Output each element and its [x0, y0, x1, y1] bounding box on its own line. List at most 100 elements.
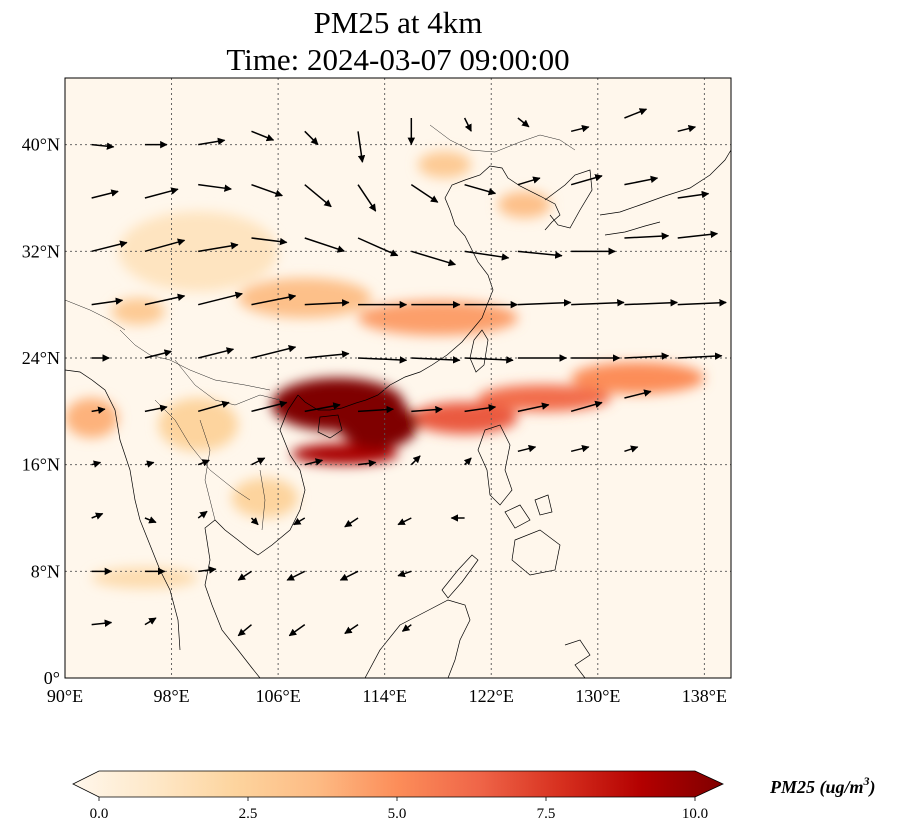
wind-vector-60	[91, 406, 106, 414]
wind-vector-10	[624, 108, 648, 119]
pm25-plume-15	[338, 400, 418, 449]
wind-vector-22	[624, 175, 659, 186]
x-tick-label: 114°E	[362, 686, 407, 706]
wind-vector-2	[198, 137, 226, 146]
pm25-field	[65, 151, 705, 589]
wind-vector-63	[251, 400, 288, 413]
x-axis-ticks: 90°E 98°E 106°E 114°E 122°E 130°E 138°E	[47, 686, 727, 706]
wind-vector-40	[304, 299, 350, 307]
wind-vector-21	[570, 174, 603, 186]
wind-vector-83	[144, 516, 157, 524]
pm25-plume-5	[417, 151, 472, 179]
coastline-indochina-gulf	[204, 519, 261, 678]
map-area	[64, 77, 732, 679]
wind-vector-67	[464, 404, 497, 413]
wind-vector-14	[198, 183, 232, 192]
wind-vector-0	[91, 142, 115, 150]
colorbar-tick-label: 10.0	[682, 806, 708, 822]
wind-vector-58	[624, 352, 670, 360]
y-tick-label: 40°N	[22, 135, 60, 155]
wind-vector-47	[677, 299, 727, 307]
wind-vector-59	[677, 352, 723, 360]
wind-vector-76	[357, 459, 377, 468]
coastline-korea	[544, 169, 593, 229]
pm25-plume-4	[111, 298, 165, 325]
wind-vector-66	[411, 405, 443, 414]
x-tick-label: 98°E	[153, 686, 189, 706]
pm25-plume-7	[497, 191, 552, 219]
wind-vector-8	[517, 117, 530, 128]
wind-vector-4	[304, 130, 319, 146]
coastline-palawan	[441, 554, 479, 599]
wind-vector-27	[251, 237, 288, 246]
colorbar-label: PM25 (ug/m3)	[769, 774, 876, 798]
wind-vector-44	[517, 299, 572, 307]
wind-vector-9	[570, 124, 590, 133]
border-north	[429, 124, 576, 153]
wind-vector-100	[288, 624, 306, 637]
wind-vector-68	[517, 402, 550, 413]
wind-vector-13	[144, 187, 179, 199]
wind-vector-92	[198, 566, 217, 574]
y-tick-label: 24°N	[22, 348, 60, 368]
pm25-plume-10	[571, 362, 705, 394]
wind-vector-28	[304, 237, 346, 253]
wind-vector-102	[401, 624, 412, 632]
wind-vector-86	[293, 517, 306, 526]
colorbar-label-prefix: PM25 (ug/m	[769, 777, 864, 798]
wind-vector-99	[237, 624, 252, 637]
wind-vector-31	[464, 250, 510, 261]
coastline-burma	[65, 369, 181, 651]
colorbar-body	[72, 770, 724, 798]
wind-vector-50	[198, 347, 235, 359]
wind-vector-79	[517, 444, 537, 453]
y-tick-label: 8°N	[31, 561, 60, 581]
pm25-plume-9	[358, 300, 518, 336]
wind-vector-72	[144, 460, 155, 468]
wind-vector-45	[571, 299, 625, 307]
wind-vector-51	[251, 344, 297, 359]
map-title-line2: Time: 2024-03-07 09:00:00	[226, 42, 569, 77]
coastline-luzon	[477, 424, 513, 506]
wind-vector-12	[91, 189, 119, 199]
wind-vector-80	[570, 444, 590, 453]
coastline-vietnam	[247, 394, 306, 556]
colorbar-tick-label: 7.5	[537, 806, 556, 822]
wind-vector-84	[197, 510, 208, 519]
pm25-plume-1	[91, 567, 199, 589]
wind-vector-46	[624, 299, 678, 307]
wind-vector-94	[286, 570, 306, 581]
coastline-bohai	[444, 165, 561, 237]
wind-vector-53	[358, 356, 408, 364]
wind-vectors	[91, 108, 727, 637]
wind-vector-101	[344, 624, 359, 635]
pm25-plume-2	[158, 398, 239, 452]
pm25-plume-8	[65, 398, 119, 438]
wind-vector-17	[357, 184, 377, 212]
colorbar-tick-label: 5.0	[388, 806, 407, 822]
wind-vector-55	[464, 356, 514, 364]
wind-vector-70	[624, 389, 652, 399]
wind-vector-62	[197, 400, 230, 413]
wind-vector-36	[91, 297, 124, 306]
wind-vector-7	[463, 117, 472, 132]
wind-vector-93	[237, 570, 252, 581]
map-title-line1: PM25 at 4km	[314, 5, 483, 40]
coastline-china-east	[355, 235, 494, 404]
wind-vector-37	[144, 293, 186, 306]
x-tick-label: 130°E	[575, 686, 620, 706]
wind-vector-29	[357, 237, 399, 257]
wind-vector-15	[251, 183, 283, 197]
wind-vector-77	[410, 455, 421, 466]
wind-vector-49	[144, 349, 173, 359]
colorbar-tick-label: 2.5	[239, 806, 258, 822]
coastline-hainan	[317, 414, 343, 439]
wind-vector-54	[411, 356, 461, 364]
wind-vector-85	[250, 517, 259, 526]
wind-vector-78	[463, 457, 472, 466]
x-tick-label: 138°E	[682, 686, 727, 706]
wind-vector-97	[91, 619, 113, 627]
coastline-leizhou	[297, 394, 357, 411]
coastlines	[65, 149, 731, 678]
